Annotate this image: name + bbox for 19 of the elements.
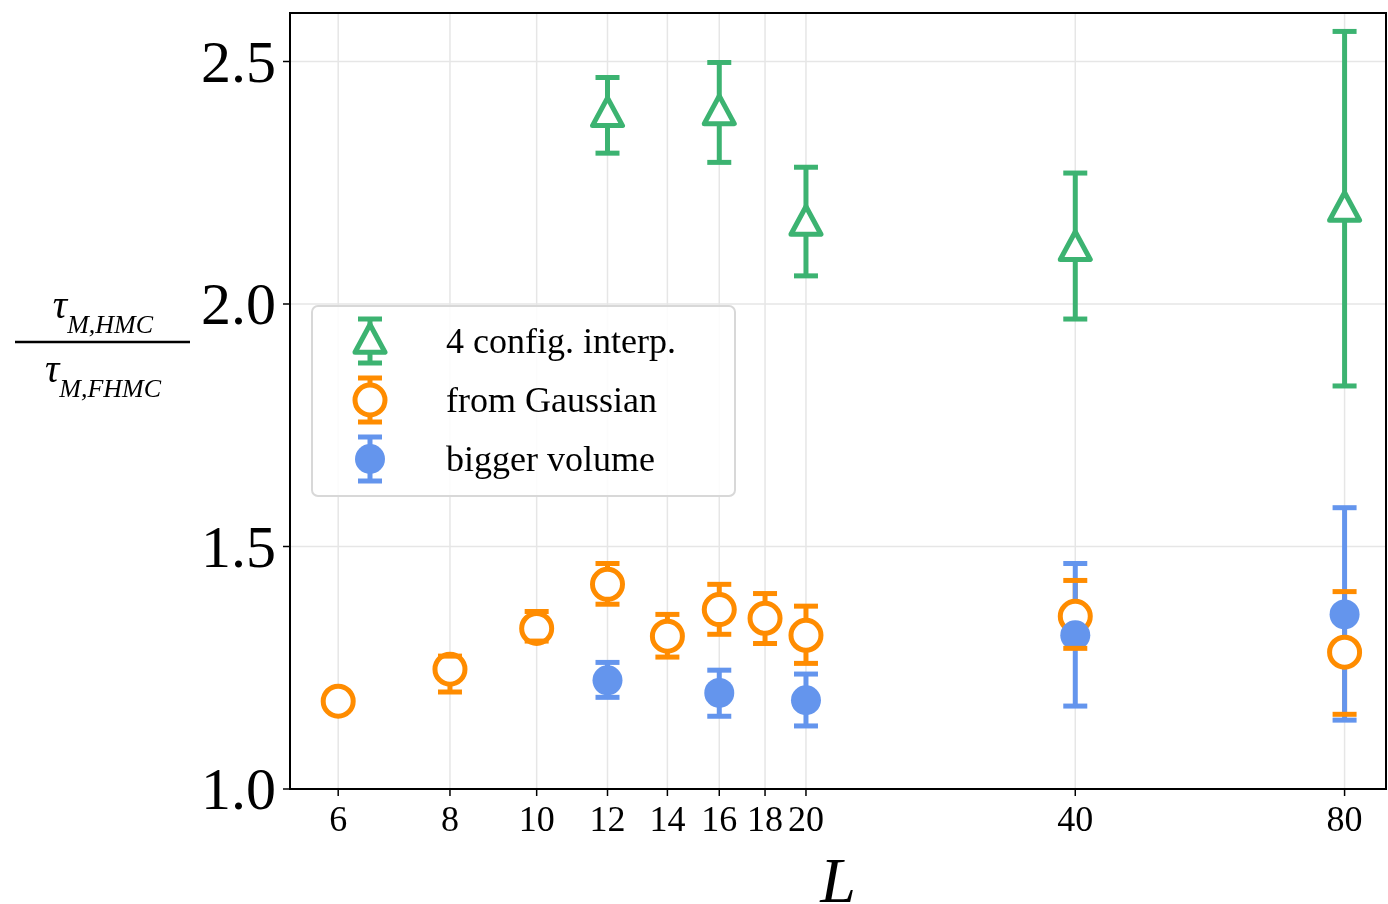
x-tick-label: 16 xyxy=(701,799,738,839)
y-tick-label: 2.5 xyxy=(201,28,276,95)
y-tick-label: 1.5 xyxy=(201,513,276,580)
x-tick-label: 8 xyxy=(440,799,459,839)
x-tick-label: 14 xyxy=(649,799,686,839)
y-axis-title: τ$_{M,HMC}$ τ$_{M,FHMC}$ xyxy=(44,282,162,403)
x-axis-title: L xyxy=(819,845,856,904)
x-tick-label: 18 xyxy=(747,799,784,839)
y-tick-label: 1.0 xyxy=(201,756,276,822)
x-tick-label: 10 xyxy=(518,799,555,839)
x-tick-label: 12 xyxy=(589,799,626,839)
x-tick-label: 6 xyxy=(329,799,348,839)
legend-label: bigger volume xyxy=(446,439,655,479)
legend-label: from Gaussian xyxy=(446,380,657,420)
y-tick-label: 2.0 xyxy=(201,271,276,337)
x-tick-label: 40 xyxy=(1057,799,1094,839)
x-tick-label: 20 xyxy=(787,799,824,839)
x-tick-label: 80 xyxy=(1326,799,1363,839)
legend-label: 4 config. interp. xyxy=(446,321,676,361)
